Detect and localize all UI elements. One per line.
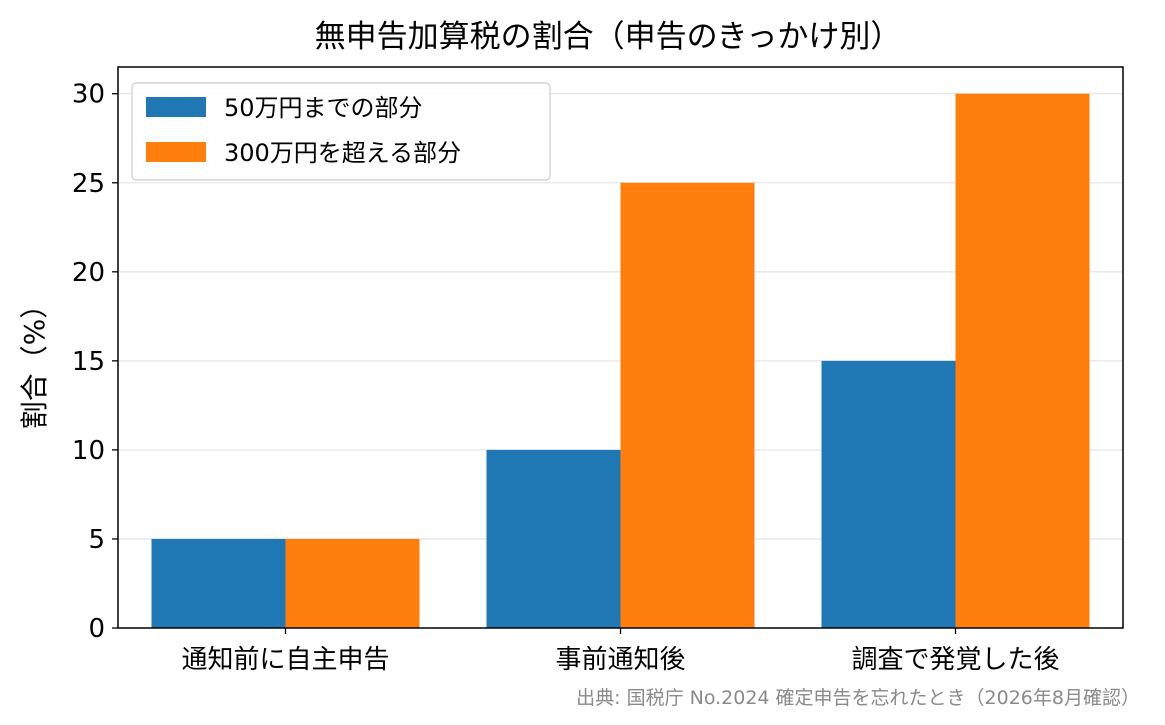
bar-series-1 bbox=[151, 538, 286, 628]
y-tick-label: 5 bbox=[88, 525, 105, 555]
y-tick-label: 10 bbox=[72, 436, 105, 466]
bar-series-1 bbox=[486, 449, 621, 628]
x-tick-label: 調査で発覚した後 bbox=[851, 645, 1059, 675]
y-tick-label: 20 bbox=[72, 258, 105, 288]
legend-label-series-1: 50万円までの部分 bbox=[224, 94, 423, 122]
legend-box bbox=[131, 82, 551, 181]
x-tick-label: 通知前に自主申告 bbox=[181, 645, 389, 675]
bar-series-2 bbox=[285, 538, 420, 628]
bar-series-2 bbox=[955, 93, 1090, 628]
chart-title: 無申告加算税の割合（申告のきっかけ別） bbox=[315, 19, 902, 55]
x-tick-label: 事前通知後 bbox=[555, 645, 685, 675]
y-tick-label: 30 bbox=[72, 80, 105, 110]
legend-swatch-series-2 bbox=[146, 142, 206, 162]
source-note: 出典: 国税庁 No.2024 確定申告を忘れたとき（2026年8月確認） bbox=[576, 687, 1140, 709]
y-tick-label: 0 bbox=[88, 614, 105, 644]
legend-label-series-2: 300万円を超える部分 bbox=[224, 139, 461, 167]
bar-series-1 bbox=[821, 360, 956, 628]
y-axis-label: 割合（%） bbox=[18, 291, 51, 430]
x-axis-ticks: 通知前に自主申告 事前通知後 調査で発覚した後 bbox=[181, 628, 1060, 675]
y-tick-label: 25 bbox=[72, 169, 105, 199]
legend: 50万円までの部分 300万円を超える部分 bbox=[131, 82, 551, 181]
bar-series-2 bbox=[620, 182, 755, 628]
legend-swatch-series-1 bbox=[146, 97, 206, 117]
bars bbox=[151, 93, 1090, 628]
y-tick-label: 15 bbox=[72, 347, 105, 377]
y-axis-ticks: 0 5 10 15 20 25 30 bbox=[72, 80, 118, 644]
